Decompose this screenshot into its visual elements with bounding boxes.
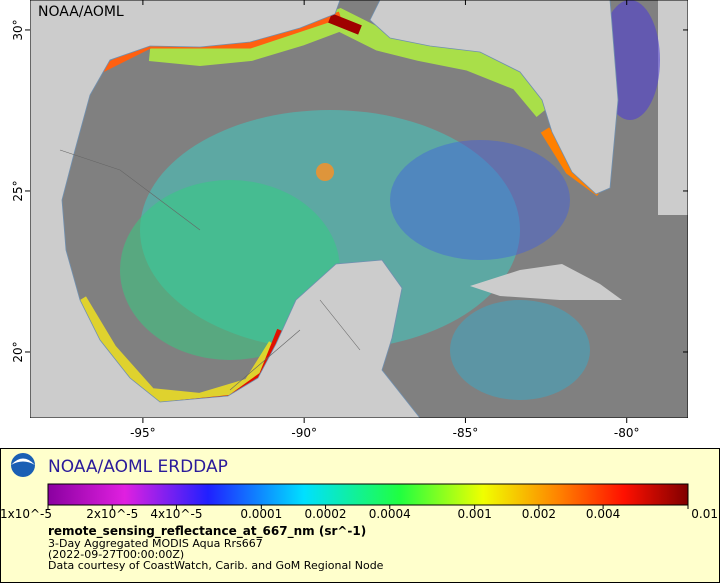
map (30, 0, 688, 418)
data-patch (316, 163, 334, 181)
land (369, 0, 619, 195)
x-axis: -95° -90° -85° -80° (130, 0, 640, 440)
x-tick-label: -85° (453, 426, 479, 440)
x-tick-label: -80° (614, 426, 640, 440)
data-field (120, 180, 340, 360)
colorbar-tick-label: 1x10^-5 (0, 507, 52, 521)
colorbar-tick-label: 0.0002 (305, 507, 347, 521)
no-data (658, 0, 688, 215)
data-field (450, 300, 590, 400)
coastal-data (328, 13, 362, 35)
colorbar-tick-label: 0.0004 (369, 507, 411, 521)
logo-disc (11, 453, 35, 477)
data-field (390, 140, 570, 260)
credit: Data courtesy of CoastWatch, Carib. and … (48, 559, 384, 572)
time: (2022-09-27T00:00:00Z) (48, 548, 184, 561)
logo-bird (11, 458, 35, 465)
watermark: NOAA/AOML (38, 4, 124, 20)
x-tick-label: -90° (291, 426, 317, 440)
y-tick-label: 30° (11, 19, 25, 40)
colorbar (47, 483, 689, 506)
subtitle: 3-Day Aggregated MODIS Aqua Rrs667 (48, 537, 263, 550)
colorbar-tick-label: 2x10^-5 (86, 507, 138, 521)
legend-panel (0, 448, 720, 583)
colorbar-tick-label: 0.001 (457, 507, 491, 521)
legend-title: NOAA/AOML ERDDAP (48, 457, 228, 477)
colorbar-ticks: 1x10^-5 2x10^-5 4x10^-5 0.0001 0.0002 0.0004 0… (0, 505, 718, 521)
colorbar-tick-label: 0.002 (522, 507, 556, 521)
logo (11, 453, 35, 477)
colorbar-tick-label: 0.0001 (240, 507, 282, 521)
colorbar-tick-label: 0.004 (586, 507, 620, 521)
y-tick-label: 25° (11, 180, 25, 201)
y-tick-label: 20° (11, 341, 25, 362)
x-tick-label: -95° (130, 426, 156, 440)
colorbar-tick-label: 4x10^-5 (150, 507, 202, 521)
border (59, 149, 361, 391)
variable-name: remote_sensing_reflectance_at_667_nm (sr… (48, 524, 366, 539)
land (30, 0, 421, 418)
land (470, 264, 622, 300)
colorbar-tick-label: 0.01 (691, 507, 718, 521)
y-axis: 30° 25° 20° (11, 19, 688, 363)
